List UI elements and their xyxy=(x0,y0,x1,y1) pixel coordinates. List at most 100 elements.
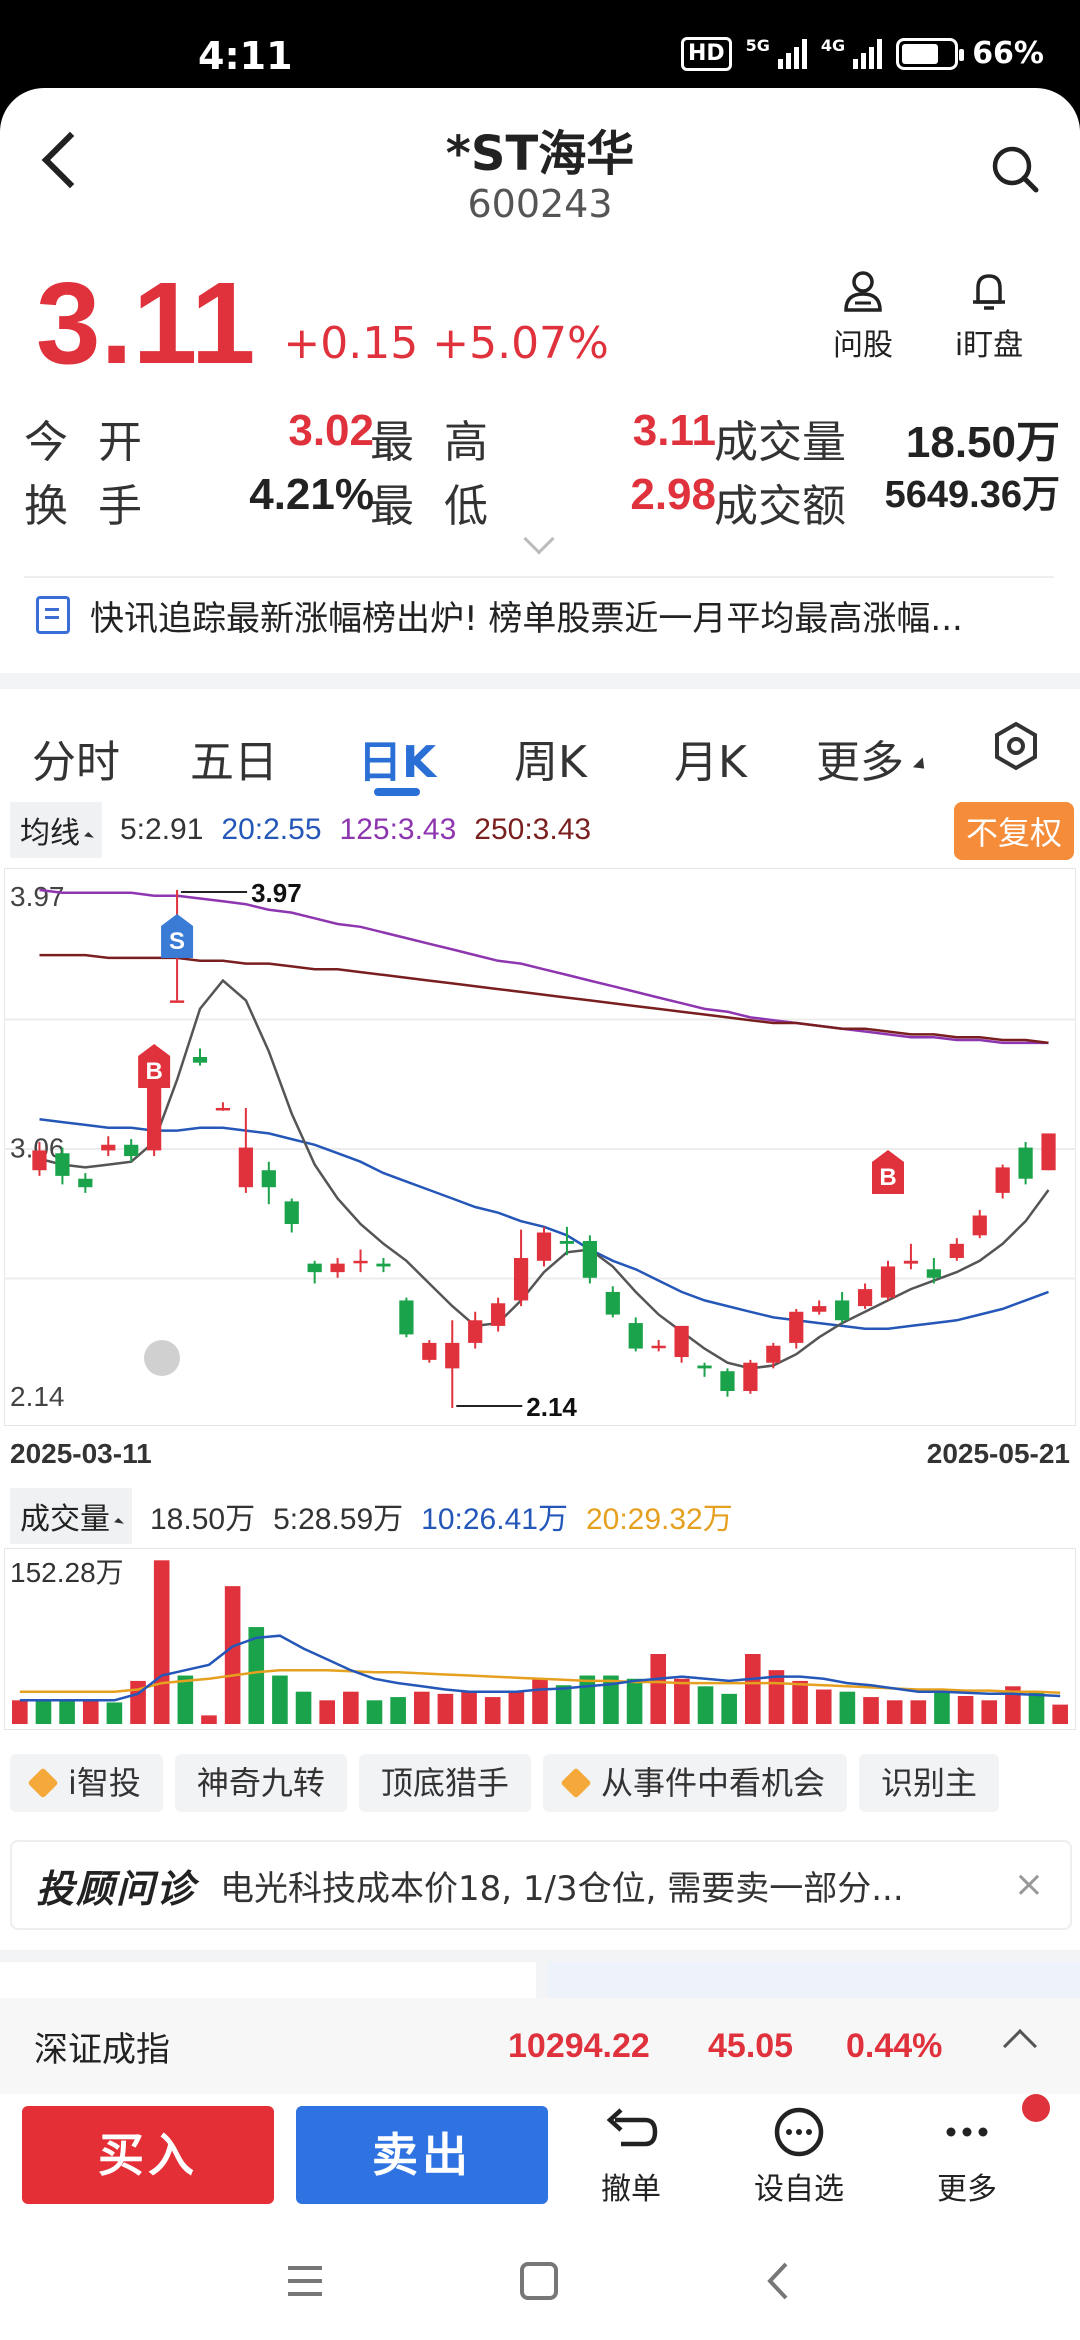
turnover-value: 4.21% xyxy=(249,470,374,519)
diamond-icon xyxy=(27,1767,59,1799)
search-icon[interactable] xyxy=(990,144,1040,194)
buy-marker-text: B xyxy=(145,1058,162,1085)
volume-bar xyxy=(461,1691,477,1724)
caret-icon xyxy=(912,756,930,774)
watermark-icon xyxy=(144,1340,180,1376)
volume-bar xyxy=(555,1685,572,1724)
current-price: 3.11 xyxy=(36,258,256,388)
candle-body xyxy=(353,1260,368,1264)
volume-bar xyxy=(1005,1686,1021,1724)
candle-body xyxy=(445,1342,460,1369)
cancel-order-button[interactable]: 撤单 xyxy=(566,2102,696,2208)
tab-weekly-k[interactable]: 周K xyxy=(514,737,587,788)
tab-intraday[interactable]: 分时 xyxy=(32,737,120,788)
change-amount: +0.15 xyxy=(283,318,419,369)
volume-bar xyxy=(1052,1704,1068,1724)
volume-bar xyxy=(603,1675,619,1724)
tab-more[interactable]: 更多 xyxy=(816,726,930,790)
ma20-value: 20:2.55 xyxy=(221,813,322,846)
chip-magic-nine[interactable]: 神奇九转 xyxy=(174,1754,347,1812)
news-ticker[interactable]: 快讯追踪最新涨幅榜出炉! 榜单股票近一月平均最高涨幅... xyxy=(24,576,1054,652)
back-icon[interactable] xyxy=(758,2260,800,2302)
volume-chart[interactable]: 152.28万 xyxy=(3,1547,1077,1731)
volume-bar xyxy=(650,1653,667,1724)
ma-selector[interactable]: 均线 xyxy=(10,802,102,858)
chevron-up-icon[interactable] xyxy=(1003,2029,1037,2063)
volume-bar xyxy=(697,1686,714,1724)
candle-body xyxy=(857,1289,873,1307)
candle-body xyxy=(628,1323,643,1349)
candlestick-chart[interactable]: 3.97 3.06 2.14 3.97 2.14 S B B xyxy=(4,868,1076,1426)
y-label-top: 3.97 xyxy=(10,881,65,912)
candle-body xyxy=(513,1257,529,1301)
hd-icon: HD xyxy=(680,36,732,71)
status-time: 4:11 xyxy=(198,34,293,78)
stock-detail-page: *ST海华 600243 3.11 +0.15 +5.07% 问股 i盯盘 今 … xyxy=(0,88,1080,2340)
volume-bar xyxy=(508,1691,525,1724)
candle-body xyxy=(835,1300,850,1321)
index-bar[interactable]: 深证成指 10294.22 45.05 0.44% xyxy=(0,1998,1080,2094)
close-icon[interactable]: × xyxy=(1013,1864,1044,1905)
adjust-button[interactable]: 不复权 xyxy=(953,802,1074,860)
candle-body xyxy=(651,1345,666,1349)
menu-icon[interactable] xyxy=(284,2260,326,2302)
period-tabs: 分时 五日 日K 周K 月K 更多 xyxy=(0,708,1080,808)
chip-event-chance[interactable]: 从事件中看机会 xyxy=(542,1754,847,1812)
sell-button[interactable]: 卖出 xyxy=(296,2106,548,2204)
stats-row-2: 换 手 4.21% 最 低 2.98 成交额 5649.36万 xyxy=(24,470,1064,534)
amount-label: 成交额 xyxy=(714,481,846,532)
ma-legend: 均线 5:2.91 20:2.55 125:3.43 250:3.43 xyxy=(10,800,609,860)
chip-identify[interactable]: 识别主 xyxy=(858,1754,999,1812)
settings-hex-icon[interactable] xyxy=(990,720,1042,772)
change-percent: +5.07% xyxy=(432,318,609,369)
buy-button[interactable]: 买入 xyxy=(22,2106,274,2204)
volume-selector[interactable]: 成交量 xyxy=(10,1488,132,1544)
volume-bar xyxy=(579,1675,596,1724)
volume-bar xyxy=(981,1700,998,1724)
volume-bar xyxy=(863,1697,879,1724)
low-label: 最 低 xyxy=(370,481,496,532)
candle-body xyxy=(399,1300,414,1335)
ma5-line xyxy=(39,978,1050,1370)
bell-icon xyxy=(973,274,1005,310)
volume-bar xyxy=(532,1678,548,1724)
home-square-icon[interactable] xyxy=(518,2260,560,2302)
volume-bar xyxy=(35,1700,52,1724)
volume-bar xyxy=(1028,1691,1045,1724)
candle-body xyxy=(468,1320,483,1343)
volume-value: 18.50万 xyxy=(905,418,1060,467)
candle-body xyxy=(972,1215,987,1236)
index-value: 10294.22 xyxy=(508,2026,650,2065)
watch-plate-button[interactable]: i盯盘 xyxy=(934,268,1044,364)
caret-icon xyxy=(114,1518,124,1528)
advisor-text: 电光科技成本价18, 1/3仓位, 需要卖一部分... xyxy=(220,1868,904,1909)
turnover-label: 换 手 xyxy=(24,481,150,532)
chip-izhitou[interactable]: i智投 xyxy=(10,1754,163,1812)
tab-monthly-k[interactable]: 月K xyxy=(674,737,747,788)
ask-stock-button[interactable]: 问股 xyxy=(808,268,918,364)
volume-bar xyxy=(413,1691,430,1724)
candle-body xyxy=(376,1263,391,1267)
volume-bar xyxy=(177,1675,194,1724)
signal-icon xyxy=(777,38,807,69)
candle-body xyxy=(559,1240,575,1244)
index-pct: 0.44% xyxy=(846,2026,943,2065)
ma125-value: 125:3.43 xyxy=(339,813,457,846)
index-name: 深证成指 xyxy=(34,2029,170,2070)
high-label: 最 高 xyxy=(370,417,496,468)
volume-bar xyxy=(106,1702,123,1724)
tab-five-day[interactable]: 五日 xyxy=(190,737,278,788)
volume-legend: 成交量 18.50万 5:28.59万 10:26.41万 20:29.32万 xyxy=(10,1488,751,1544)
active-tab-indicator xyxy=(374,788,420,796)
more-button[interactable]: 更多 xyxy=(902,2102,1032,2208)
chip-top-bottom[interactable]: 顶底猎手 xyxy=(358,1754,531,1812)
candle-body xyxy=(1041,1133,1056,1171)
advisor-banner[interactable]: 投顾问诊 电光科技成本价18, 1/3仓位, 需要卖一部分... × xyxy=(10,1840,1072,1930)
candle-body xyxy=(789,1311,804,1343)
volume-bar xyxy=(248,1627,265,1724)
tab-daily-k[interactable]: 日K xyxy=(358,737,437,788)
candle-body xyxy=(536,1232,552,1261)
volume-bar xyxy=(721,1693,737,1724)
add-watchlist-button[interactable]: 设自选 xyxy=(734,2102,864,2208)
stock-code: 600243 xyxy=(467,182,613,226)
